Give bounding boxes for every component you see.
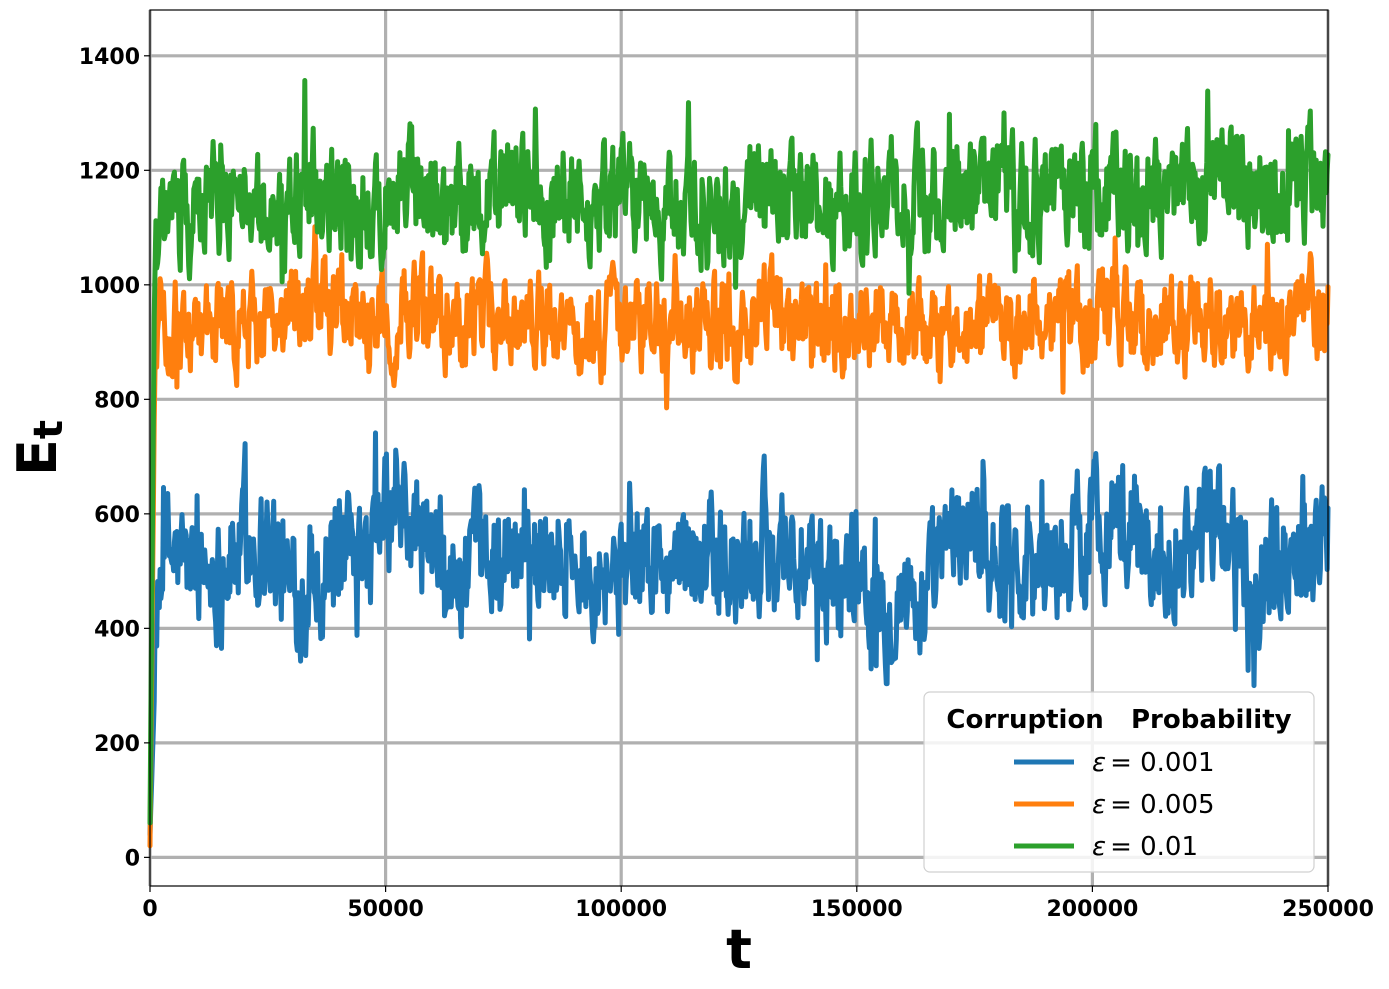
x-tick-label: 0 bbox=[142, 897, 157, 922]
y-tick-label: 1400 bbox=[79, 45, 140, 70]
legend-entry-symbol: ε bbox=[1092, 748, 1106, 778]
y-axis-label: Et bbox=[6, 420, 72, 476]
series-line-2 bbox=[147, 224, 1331, 849]
legend-box bbox=[923, 691, 1315, 873]
series-line-3 bbox=[147, 78, 1331, 826]
legend-entry-value: = 0.001 bbox=[1110, 748, 1214, 778]
legend-entry-label: ε = 0.001 bbox=[1092, 748, 1215, 778]
y-tick-label: 400 bbox=[94, 617, 140, 642]
legend-entry-value: = 0.005 bbox=[1110, 790, 1214, 820]
y-axis-label-subscript: t bbox=[26, 420, 72, 439]
legend-entry-value: = 0.01 bbox=[1110, 832, 1198, 862]
plot-frame bbox=[149, 9, 1329, 887]
legend-entry-label: ε = 0.005 bbox=[1092, 790, 1215, 820]
series-line-1 bbox=[147, 430, 1331, 837]
x-tick-label: 100000 bbox=[575, 897, 667, 922]
y-tick-label: 1000 bbox=[79, 274, 140, 299]
legend-title: Corruption Probability bbox=[946, 705, 1291, 735]
x-tick-label: 150000 bbox=[811, 897, 903, 922]
axis-ticks: 0 50000 100000 150000 200000 250000 0 200 400 600… bbox=[79, 45, 1374, 922]
legend-entry-label: ε = 0.01 bbox=[1092, 832, 1198, 862]
y-axis-label-main: E bbox=[6, 439, 69, 476]
y-tick-label: 0 bbox=[125, 846, 140, 871]
plot-series bbox=[147, 78, 1331, 849]
y-tick-label: 800 bbox=[94, 388, 140, 413]
y-tick-label: 1200 bbox=[79, 159, 140, 184]
legend-entry-symbol: ε bbox=[1092, 790, 1106, 820]
y-tick-label: 200 bbox=[94, 732, 140, 757]
x-axis-label: t bbox=[726, 918, 752, 981]
x-tick-label: 250000 bbox=[1282, 897, 1374, 922]
x-tick-label: 50000 bbox=[347, 897, 424, 922]
x-tick-label: 200000 bbox=[1046, 897, 1138, 922]
y-tick-label: 600 bbox=[94, 503, 140, 528]
legend-entry-symbol: ε bbox=[1092, 832, 1106, 862]
